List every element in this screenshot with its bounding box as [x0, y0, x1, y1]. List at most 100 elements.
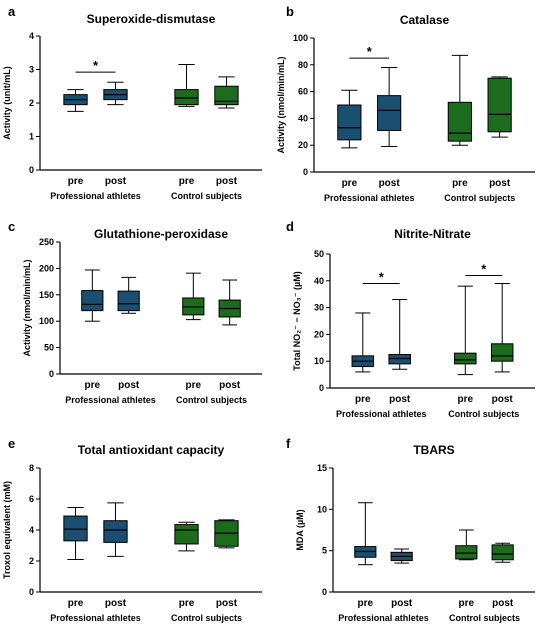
box-pre-control [182, 272, 205, 321]
group-label: Control subjects [176, 395, 247, 405]
box-iqr [174, 89, 199, 106]
panel-a: a Superoxide-dismutase 0 1 2 3 4 Activity (unit… [2, 4, 262, 201]
box-pre-control [447, 54, 472, 146]
panel-letter: a [8, 4, 16, 19]
box-post-control [490, 282, 514, 373]
box-post-control [487, 76, 512, 138]
y-tick-label: 50 [314, 249, 324, 259]
x-tick-label: pre [85, 380, 101, 391]
y-tick-label: 20 [314, 329, 324, 339]
box-post-athletes [388, 299, 411, 370]
panel-b: b Catalase 0 20 40 60 80 100 Activity (nmol/min/… [276, 4, 535, 203]
y-axis-label: Total NO₂⁻ − NO₃⁻ (µM) [292, 271, 302, 370]
chart-title: Superoxide-dismutase [87, 12, 216, 26]
y-tick-label: 3 [29, 65, 34, 75]
box-pre-control [174, 63, 199, 107]
box-pre-athletes [81, 269, 104, 322]
box-post-athletes [103, 81, 128, 106]
chart-title: Catalase [400, 13, 450, 27]
group-label: Professional athletes [65, 395, 156, 405]
y-tick-label: 100 [293, 33, 308, 43]
box-iqr [454, 352, 477, 365]
box-iqr [487, 77, 512, 133]
box-iqr [455, 545, 478, 560]
box-iqr [447, 101, 472, 142]
panel-d: d Nitrite-Nitrate 0 10 20 30 40 50 Total NO₂⁻ − … [286, 219, 535, 419]
significance-star: * [367, 44, 373, 59]
x-tick-label: pre [186, 380, 202, 391]
box-post-control [218, 279, 241, 326]
box-iqr [337, 104, 362, 141]
y-axis-label: Troxol equivalent (mM) [2, 481, 12, 579]
box-iqr [117, 290, 140, 312]
y-tick-label: 8 [29, 463, 34, 473]
x-tick-label: pre [68, 176, 84, 187]
box-pre-control [454, 285, 477, 376]
y-tick-label: 60 [298, 87, 308, 97]
box-iqr [214, 85, 239, 106]
chart-title: TBARS [413, 443, 454, 457]
significance-star: * [481, 261, 487, 276]
box-iqr [103, 520, 128, 543]
box-pre-athletes [354, 502, 377, 566]
box-pre-athletes [351, 312, 375, 373]
panel-letter: e [8, 436, 15, 451]
y-tick-label: 0 [49, 369, 54, 379]
significance-star: * [93, 58, 99, 73]
y-tick-label: 1 [29, 132, 34, 142]
y-tick-label: 5 [322, 546, 327, 556]
box-iqr [174, 524, 199, 545]
y-axis-label: Activity (nmol/min/mL) [276, 56, 286, 153]
x-tick-label: post [379, 178, 401, 189]
x-tick-label: pre [458, 394, 474, 405]
y-axis-label: Activity (unit/mL) [2, 66, 12, 140]
y-tick-label: 80 [298, 60, 308, 70]
box-pre-control [174, 521, 199, 552]
box-iqr [491, 544, 514, 561]
y-tick-label: 0 [29, 165, 34, 175]
box-iqr [377, 95, 402, 131]
y-tick-label: 15 [317, 463, 327, 473]
group-label: Control subjects [171, 191, 242, 201]
x-tick-label: post [492, 598, 514, 609]
box-post-athletes [377, 66, 402, 148]
x-tick-label: post [389, 394, 411, 405]
y-tick-label: 20 [298, 140, 308, 150]
box-pre-athletes [63, 507, 88, 560]
x-tick-label: pre [355, 394, 371, 405]
y-tick-label: 4 [29, 31, 34, 41]
y-tick-label: 4 [29, 525, 34, 535]
chart-title: Nitrite-Nitrate [394, 227, 471, 241]
group-label: Professional athletes [50, 613, 141, 623]
x-tick-label: post [391, 598, 413, 609]
panel-c: c Glutathione-peroxidase 0 50 100 150 200 250 Ac… [8, 219, 262, 405]
panel-letter: c [8, 219, 15, 234]
x-tick-label: post [105, 176, 127, 187]
box-post-control [491, 542, 514, 563]
y-tick-label: 40 [314, 276, 324, 286]
x-tick-label: post [216, 176, 238, 187]
y-tick-label: 0 [303, 167, 308, 177]
x-tick-label: post [105, 598, 127, 609]
y-tick-label: 0 [322, 587, 327, 597]
x-tick-label: post [216, 598, 238, 609]
y-tick-label: 6 [29, 494, 34, 504]
y-tick-label: 50 [44, 343, 54, 353]
group-label: Professional athletes [336, 409, 427, 419]
x-tick-label: post [118, 380, 140, 391]
y-tick-label: 40 [298, 113, 308, 123]
group-label: Control subjects [449, 613, 520, 623]
box-post-control [214, 76, 239, 109]
x-tick-label: post [219, 380, 241, 391]
group-label: Control subjects [444, 193, 515, 203]
y-tick-label: 150 [39, 290, 54, 300]
y-tick-label: 2 [29, 556, 34, 566]
x-tick-label: pre [358, 598, 374, 609]
box-pre-athletes [63, 89, 88, 112]
chart-title: Glutathione-peroxidase [94, 227, 228, 241]
x-tick-label: post [492, 394, 514, 405]
x-tick-label: pre [179, 176, 195, 187]
box-post-athletes [117, 276, 140, 314]
y-axis-label: MDA (µM) [295, 509, 305, 550]
